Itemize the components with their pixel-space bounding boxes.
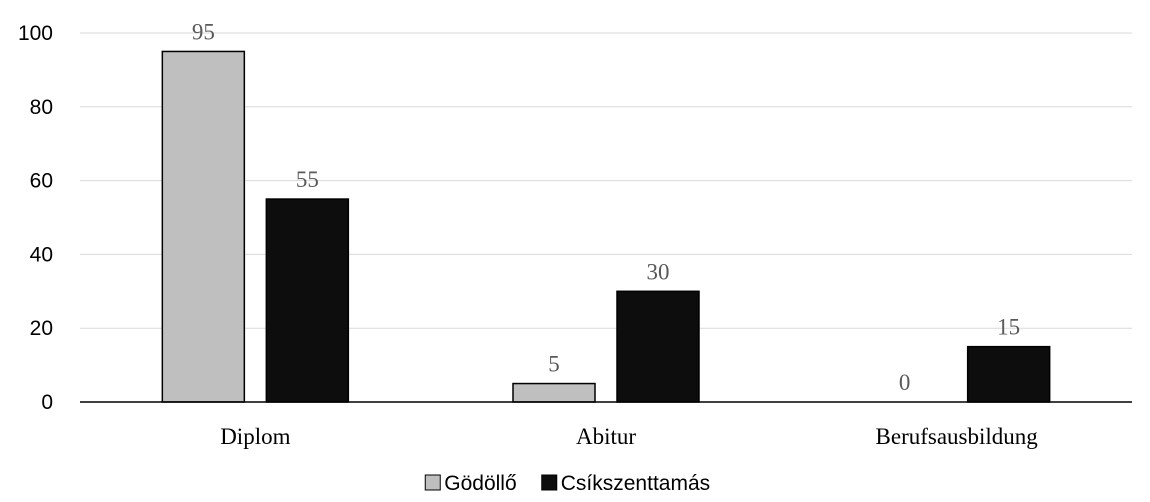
gridlines xyxy=(80,32,1132,329)
y-tick-label: 80 xyxy=(30,96,53,119)
legend-label: Csíkszenttamás xyxy=(561,472,710,495)
bars xyxy=(161,50,1051,403)
x-axis-ticks: Diplom Abitur Berufsausbildung xyxy=(220,424,1038,449)
y-tick-label: 100 xyxy=(18,22,53,45)
x-tick-label: Abitur xyxy=(576,424,636,449)
bar xyxy=(512,382,596,403)
legend: Gödöllő Csíkszenttamás xyxy=(424,472,710,495)
x-tick-label: Berufsausbildung xyxy=(876,424,1039,449)
legend-swatch xyxy=(541,474,558,491)
bar xyxy=(616,290,700,403)
y-tick-label: 40 xyxy=(30,243,53,266)
bar xyxy=(265,198,350,403)
y-tick-label: 0 xyxy=(41,391,53,414)
y-tick-label: 60 xyxy=(30,170,53,193)
data-label: 5 xyxy=(548,352,560,377)
legend-label: Gödöllő xyxy=(444,472,516,495)
data-label: 30 xyxy=(647,259,670,284)
data-label: 55 xyxy=(296,167,319,192)
bar xyxy=(966,345,1051,403)
data-label: 15 xyxy=(997,315,1020,340)
y-axis-ticks: 0 20 40 60 80 100 xyxy=(18,22,53,414)
y-tick-label: 20 xyxy=(30,317,53,340)
data-label: 0 xyxy=(899,370,911,395)
data-label: 95 xyxy=(192,19,215,44)
legend-swatch xyxy=(424,474,441,491)
x-tick-label: Diplom xyxy=(220,424,290,449)
bar xyxy=(161,50,246,403)
